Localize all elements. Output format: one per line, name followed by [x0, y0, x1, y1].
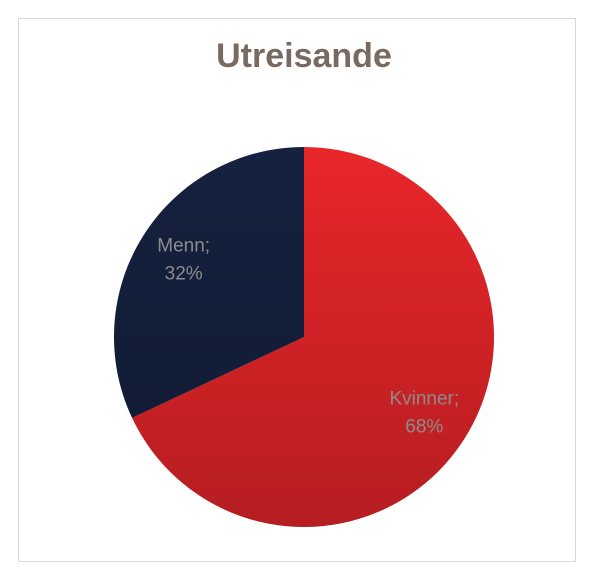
data-label: Kvinner;: [389, 388, 459, 409]
data-label: Menn;: [157, 236, 210, 257]
separator: ;: [205, 236, 210, 257]
category-label: Kvinner: [389, 388, 454, 409]
value-label: 32%: [165, 264, 203, 285]
separator: ;: [454, 388, 459, 409]
category-label: Menn: [157, 236, 205, 257]
value-label: 68%: [405, 416, 443, 437]
pie: Kvinner;68%Menn;32%: [113, 147, 494, 527]
chart-title: Utreisande: [216, 37, 392, 75]
